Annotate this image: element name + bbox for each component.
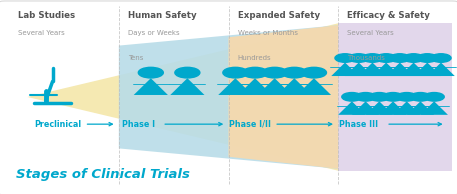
- Text: Lab Studies: Lab Studies: [18, 11, 75, 20]
- Circle shape: [138, 67, 163, 78]
- Circle shape: [424, 93, 444, 101]
- FancyBboxPatch shape: [338, 23, 452, 171]
- Polygon shape: [352, 101, 379, 115]
- Polygon shape: [338, 101, 366, 115]
- Circle shape: [362, 54, 383, 62]
- Circle shape: [431, 54, 451, 62]
- Polygon shape: [372, 62, 400, 76]
- Polygon shape: [414, 62, 441, 76]
- Text: Preclinical: Preclinical: [34, 120, 81, 129]
- Text: Thousands: Thousands: [347, 55, 385, 61]
- Polygon shape: [297, 78, 331, 95]
- Circle shape: [243, 67, 267, 78]
- Circle shape: [356, 93, 376, 101]
- Text: Hundreds: Hundreds: [238, 55, 271, 61]
- Circle shape: [342, 93, 362, 101]
- Circle shape: [302, 67, 326, 78]
- Polygon shape: [119, 25, 338, 169]
- Circle shape: [335, 54, 355, 62]
- Polygon shape: [393, 101, 420, 115]
- Polygon shape: [366, 101, 393, 115]
- Polygon shape: [27, 23, 338, 171]
- Polygon shape: [170, 78, 204, 95]
- Polygon shape: [277, 78, 311, 95]
- Circle shape: [390, 54, 410, 62]
- Text: Several Years: Several Years: [347, 30, 394, 36]
- Text: Expanded Safety: Expanded Safety: [238, 11, 320, 20]
- Circle shape: [369, 93, 389, 101]
- Circle shape: [223, 67, 248, 78]
- Polygon shape: [134, 78, 168, 95]
- Text: Phase I/II: Phase I/II: [229, 120, 271, 129]
- Text: Several Years: Several Years: [18, 30, 65, 36]
- Circle shape: [175, 67, 200, 78]
- Text: Stages of Clinical Trials: Stages of Clinical Trials: [16, 168, 190, 181]
- Circle shape: [397, 93, 417, 101]
- Polygon shape: [400, 62, 427, 76]
- Polygon shape: [386, 62, 414, 76]
- Polygon shape: [238, 78, 272, 95]
- Text: Weeks or Months: Weeks or Months: [238, 30, 298, 36]
- Circle shape: [404, 54, 424, 62]
- Text: Phase I: Phase I: [122, 120, 155, 129]
- Circle shape: [282, 67, 307, 78]
- Text: Human Safety: Human Safety: [128, 11, 197, 20]
- Polygon shape: [331, 62, 359, 76]
- Polygon shape: [258, 78, 292, 95]
- Polygon shape: [345, 62, 372, 76]
- Circle shape: [376, 54, 396, 62]
- Text: Days or Weeks: Days or Weeks: [128, 30, 180, 36]
- Text: Tens: Tens: [128, 55, 143, 61]
- Polygon shape: [218, 78, 252, 95]
- Circle shape: [262, 67, 287, 78]
- Text: Phase III: Phase III: [339, 120, 378, 129]
- Polygon shape: [407, 101, 434, 115]
- Polygon shape: [228, 25, 338, 169]
- Text: Efficacy & Safety: Efficacy & Safety: [347, 11, 430, 20]
- Polygon shape: [420, 101, 448, 115]
- Polygon shape: [379, 101, 407, 115]
- Circle shape: [383, 93, 403, 101]
- Circle shape: [417, 54, 437, 62]
- Circle shape: [349, 54, 369, 62]
- Circle shape: [410, 93, 430, 101]
- Polygon shape: [427, 62, 455, 76]
- Polygon shape: [359, 62, 386, 76]
